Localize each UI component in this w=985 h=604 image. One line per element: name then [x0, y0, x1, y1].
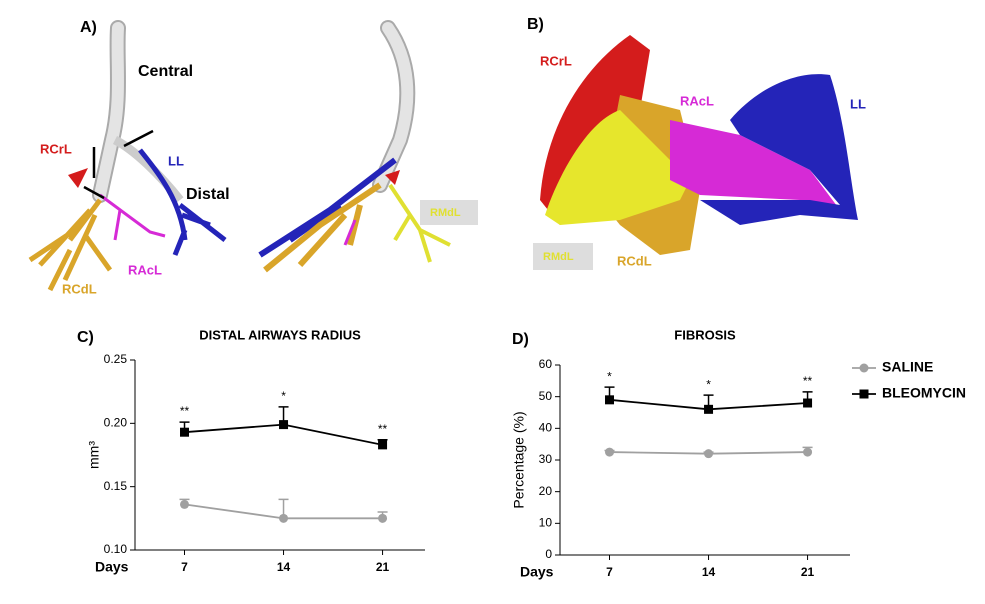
- legend-label: SALINE: [882, 359, 933, 375]
- legend-marker: [859, 389, 869, 399]
- panel-label: D): [512, 331, 529, 348]
- legend-marker: [859, 363, 869, 373]
- x-tick-label: 14: [277, 560, 291, 574]
- region-label: RMdL: [430, 207, 461, 219]
- x-axis-label: Days: [520, 564, 554, 580]
- region-label: RAcL: [680, 93, 714, 108]
- y-tick-label: 10: [539, 516, 553, 530]
- region-label: LL: [168, 153, 184, 168]
- marker: [605, 395, 615, 405]
- significance: *: [607, 369, 612, 383]
- region-label: RCrL: [540, 53, 572, 68]
- region-label: Distal: [186, 186, 230, 203]
- y-tick-label: 0.10: [104, 542, 128, 556]
- y-tick-label: 60: [539, 357, 553, 371]
- panel-label: B): [527, 16, 544, 33]
- y-axis-label: Percentage (%): [511, 411, 527, 508]
- y-tick-label: 40: [539, 421, 553, 435]
- significance: **: [803, 374, 813, 388]
- marker: [180, 427, 190, 437]
- y-tick-label: 0.20: [104, 416, 128, 430]
- region-label: RCdL: [62, 281, 97, 296]
- x-tick-label: 21: [801, 565, 815, 579]
- marker: [378, 513, 388, 523]
- significance: *: [281, 389, 286, 403]
- marker: [279, 513, 289, 523]
- marker: [704, 404, 714, 414]
- marker: [803, 398, 813, 408]
- marker: [605, 447, 615, 457]
- region-label: RCrL: [40, 141, 72, 156]
- y-tick-label: 20: [539, 484, 553, 498]
- region-label: LL: [850, 96, 866, 111]
- chart-title: FIBROSIS: [674, 327, 736, 342]
- marker: [279, 420, 289, 430]
- chart-title: DISTAL AIRWAYS RADIUS: [199, 327, 361, 342]
- label-box: [420, 200, 478, 225]
- region-label: Central: [138, 63, 193, 80]
- significance: *: [706, 377, 711, 391]
- marker: [704, 449, 714, 459]
- region-label: RMdL: [543, 251, 574, 263]
- airway-render-right: [258, 20, 451, 273]
- x-axis-label: Days: [95, 559, 129, 575]
- y-tick-label: 0.15: [104, 479, 128, 493]
- marker: [180, 499, 190, 509]
- significance: **: [378, 422, 388, 436]
- marker: [378, 440, 388, 450]
- x-tick-label: 21: [376, 560, 390, 574]
- y-tick-label: 30: [539, 452, 553, 466]
- x-tick-label: 7: [181, 560, 188, 574]
- airway-render-left: [28, 20, 227, 292]
- region-label: RAcL: [128, 262, 162, 277]
- y-tick-label: 50: [539, 389, 553, 403]
- x-tick-label: 7: [606, 565, 613, 579]
- marker: [803, 447, 813, 457]
- significance: **: [180, 404, 190, 418]
- y-tick-label: 0.25: [104, 352, 128, 366]
- label-box: [533, 243, 593, 270]
- y-axis-label: mm³: [86, 441, 102, 469]
- lung-render: [540, 35, 858, 255]
- x-tick-label: 14: [702, 565, 716, 579]
- panel-label: A): [80, 19, 97, 36]
- region-label: RCdL: [617, 253, 652, 268]
- panel-label: C): [77, 329, 94, 346]
- legend-label: BLEOMYCIN: [882, 385, 966, 401]
- y-tick-label: 0: [545, 547, 552, 561]
